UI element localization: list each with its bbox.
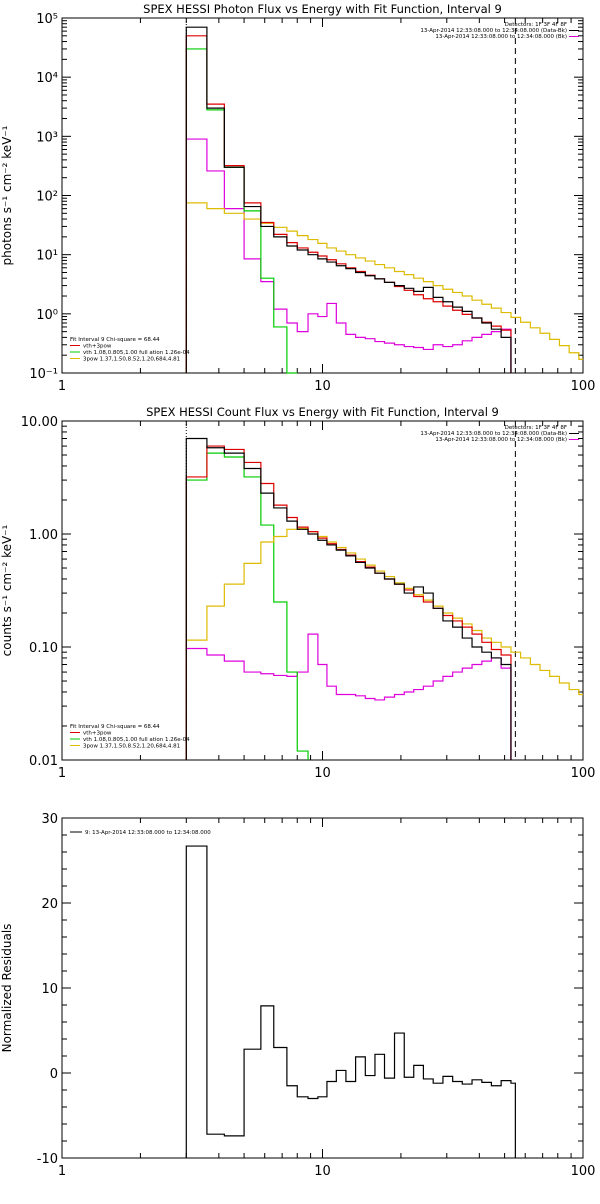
series-background — [185, 138, 512, 373]
y-axis-label: Normalized Residuals — [0, 924, 14, 1053]
legend-entry: vth 1.08,0.805,1.00 full ation 1.26e-04 — [83, 350, 190, 356]
series-vth — [185, 48, 298, 374]
y-tick-label: 30 — [41, 812, 58, 827]
y-tick-label: 0.01 — [29, 754, 58, 769]
x-tick-label: 10 — [314, 766, 331, 781]
x-tick-label: 1 — [58, 766, 66, 781]
plot-frame — [61, 817, 584, 1159]
series-background — [185, 633, 512, 760]
y-tick-label: 10.00 — [21, 415, 58, 430]
x-tick-label: 10 — [314, 1164, 331, 1179]
y-tick-label: 10⁰ — [36, 308, 58, 323]
legend-entry: 3pow 1.37,1.50,8.52,1.20,684,4.81 — [83, 357, 180, 363]
legend-entry: 9: 13-Apr-2014 12:33:08.000 to 12:34:08.… — [85, 830, 211, 836]
x-tick-label: 1 — [58, 1164, 66, 1179]
y-tick-label: 1.00 — [29, 528, 58, 543]
series-vth — [185, 452, 309, 760]
x-tick-label: 1 — [58, 379, 66, 394]
x-tick-label: 100 — [571, 1164, 596, 1179]
legend-entry: vth+3pow — [83, 344, 112, 350]
y-tick-label: 10¹ — [36, 249, 58, 264]
y-tick-label: -10 — [37, 1152, 58, 1167]
chart-title: SPEX HESSI Count Flux vs Energy with Fit… — [146, 405, 499, 419]
legend-entry: vth+3pow — [83, 731, 112, 737]
y-tick-label: 0.10 — [29, 641, 58, 656]
info-line: 13-Apr-2014 12:33:08.000 to 12:34:08.000… — [420, 431, 567, 437]
info-line: 13-Apr-2014 12:33:08.000 to 12:34:08.000… — [420, 28, 567, 34]
series-observed — [185, 26, 512, 373]
y-tick-label: 10² — [36, 190, 58, 205]
y-tick-label: 0 — [50, 1067, 58, 1082]
legend-entry: vth 1.08,0.805,1.00 full ation 1.26e-04 — [83, 737, 190, 743]
legend-entry: Fit Interval 9 Chi-square = 68.44 — [70, 337, 160, 343]
info-line: Detectors: 1F 3F 4F 8F — [505, 22, 567, 28]
series-powerlaw — [185, 527, 583, 760]
y-tick-label: 10⁻¹ — [29, 367, 58, 382]
series-total-fit — [185, 35, 512, 373]
x-tick-label: 100 — [571, 379, 596, 394]
y-tick-label: 10⁴ — [36, 71, 58, 86]
plot-frame — [61, 17, 584, 374]
series-powerlaw — [185, 202, 583, 373]
legend-entry: 3pow 1.37,1.50,8.52,1.20,684,4.81 — [83, 744, 180, 750]
x-tick-label: 100 — [571, 766, 596, 781]
chart-title: SPEX HESSI Photon Flux vs Energy with Fi… — [143, 2, 502, 16]
chart-panel-1: SPEX HESSI Photon Flux vs Energy with Fi… — [0, 2, 595, 394]
info-line: Detectors: 1F 3F 4F 8F — [505, 425, 567, 431]
y-axis-label: photons s⁻¹ cm⁻² keV⁻¹ — [0, 125, 14, 265]
y-tick-label: 10⁵ — [36, 12, 58, 27]
series-total-fit — [185, 445, 512, 760]
info-line: 13-Apr-2014 12:33:08.000 to 12:34:08.000… — [435, 437, 567, 443]
y-tick-label: 10 — [41, 982, 58, 997]
info-line: 13-Apr-2014 12:33:08.000 to 12:34:08.000… — [435, 34, 567, 40]
y-tick-label: 10³ — [36, 130, 58, 145]
y-axis-label: counts s⁻¹ cm⁻² keV⁻¹ — [0, 524, 14, 656]
plot-frame — [61, 420, 584, 761]
series-observed — [185, 437, 512, 760]
x-tick-label: 10 — [314, 379, 331, 394]
y-tick-label: 20 — [41, 897, 58, 912]
series-observed — [185, 845, 516, 1158]
chart-panel-3: Normalized Residuals 1 10 100 -10 0 10 20 30 9: 1… — [0, 812, 595, 1179]
legend-entry: Fit Interval 9 Chi-square = 68.44 — [70, 724, 160, 730]
chart-panel-2: SPEX HESSI Count Flux vs Energy with Fit… — [0, 405, 595, 781]
